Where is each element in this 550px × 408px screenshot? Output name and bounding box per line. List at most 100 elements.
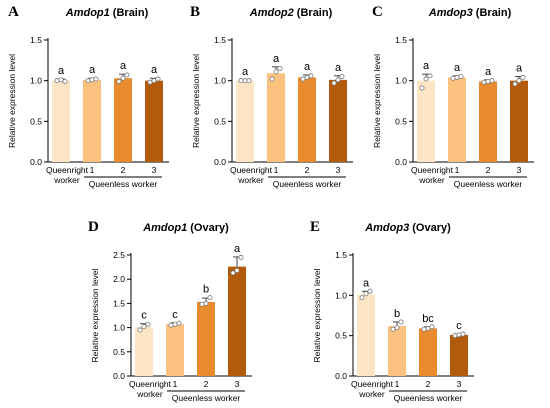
y-tick-label: 2.0 — [113, 274, 125, 284]
bar — [510, 80, 528, 162]
x-tick-label: 1 — [274, 165, 279, 175]
data-point — [238, 78, 244, 84]
x-tick-label: Queenright — [351, 379, 394, 389]
bar — [236, 80, 254, 162]
data-point — [308, 73, 314, 79]
panel-label: D — [88, 219, 99, 235]
x-tick-label: worker — [237, 175, 264, 185]
y-tick-label: 1.5 — [395, 35, 407, 45]
data-point — [450, 75, 456, 81]
bar — [267, 73, 285, 162]
y-tick-label: 1.0 — [113, 323, 125, 333]
bar — [417, 80, 435, 162]
significance-label: b — [394, 308, 400, 320]
bar — [166, 324, 184, 376]
significance-label: c — [141, 310, 147, 322]
significance-label: a — [423, 60, 430, 72]
y-tick-label: 0.0 — [113, 371, 125, 381]
bar — [298, 77, 316, 162]
x-tick-label: 1 — [395, 379, 400, 389]
bar — [135, 327, 153, 376]
panel-label: E — [310, 219, 320, 235]
bar — [83, 79, 101, 162]
data-point — [335, 77, 341, 83]
x-tick-label: 2 — [121, 165, 126, 175]
group-label: Queenless worker — [273, 179, 342, 189]
data-point — [238, 254, 244, 260]
x-tick-label: 2 — [305, 165, 310, 175]
data-point — [207, 295, 213, 301]
data-point — [460, 331, 466, 337]
title-gene: Amdop1 — [142, 222, 187, 234]
y-axis-label: Relative expression level — [312, 268, 322, 362]
x-tick-label: Queenright — [46, 165, 89, 175]
x-tick-label: 3 — [336, 165, 341, 175]
significance-label: a — [363, 277, 370, 289]
significance-label: a — [151, 64, 158, 76]
significance-label: a — [234, 243, 241, 255]
data-point — [85, 78, 91, 84]
data-point — [199, 301, 205, 307]
y-tick-label: 1.0 — [335, 290, 347, 300]
data-point — [54, 78, 60, 84]
x-tick-label: 3 — [517, 165, 522, 175]
chart-panel-a: A Amdop1 (Brain) Relative expression level… — [7, 4, 169, 189]
data-point — [454, 74, 460, 80]
data-point — [516, 78, 522, 84]
bar — [388, 325, 406, 376]
y-tick-label: 0.0 — [214, 157, 226, 167]
chart-title: Amdop2 (Brain) — [249, 7, 333, 19]
x-tick-label: 2 — [486, 165, 491, 175]
data-point — [147, 79, 153, 85]
significance-label: a — [58, 65, 65, 77]
y-tick-label: 0.5 — [335, 331, 347, 341]
x-tick-label: 1 — [90, 165, 95, 175]
data-point — [520, 74, 526, 80]
x-tick-label: worker — [136, 389, 163, 399]
significance-label: a — [89, 64, 96, 76]
bar — [479, 81, 497, 162]
bar — [197, 301, 215, 376]
data-point — [151, 78, 157, 84]
data-point — [89, 77, 95, 83]
bar — [52, 80, 70, 162]
data-point — [363, 291, 369, 297]
data-point — [155, 76, 161, 82]
x-tick-label: Queenright — [129, 379, 172, 389]
y-axis-label: Relative expression level — [7, 54, 17, 148]
bar — [357, 294, 375, 376]
y-axis-label: Relative expression level — [90, 268, 100, 362]
data-point — [172, 321, 178, 327]
y-tick-label: 1.5 — [30, 35, 42, 45]
significance-label: a — [335, 62, 342, 74]
data-point — [230, 270, 236, 276]
data-point — [485, 78, 491, 84]
significance-label: b — [203, 284, 209, 296]
data-point — [168, 322, 174, 328]
data-point — [359, 295, 365, 301]
data-point — [339, 74, 345, 80]
chart-panel-e: E Amdop3 (Ovary) Relative expression level… — [310, 219, 474, 403]
x-tick-label: worker — [418, 175, 445, 185]
x-tick-label: 3 — [457, 379, 462, 389]
title-tissue: (Ovary) — [187, 222, 229, 234]
data-point — [512, 81, 518, 87]
y-tick-label: 0.5 — [113, 347, 125, 357]
y-tick-label: 0.5 — [214, 116, 226, 126]
group-label: Queenless worker — [454, 179, 523, 189]
data-point — [456, 332, 462, 338]
chart-panel-b: B Amdop2 (Brain) Relative expression level… — [190, 4, 353, 189]
y-tick-label: 1.5 — [214, 35, 226, 45]
chart-title: Amdop3 (Brain) — [428, 7, 512, 19]
x-tick-label: 3 — [235, 379, 240, 389]
data-point — [269, 76, 275, 82]
data-point — [425, 325, 431, 331]
chart-title: Amdop3 (Ovary) — [364, 222, 451, 234]
data-point — [141, 324, 147, 330]
chart-title: Amdop1 (Brain) — [65, 7, 149, 19]
title-gene: Amdop3 — [364, 222, 409, 234]
significance-label: a — [242, 66, 249, 78]
data-point — [427, 73, 433, 79]
significance-label: a — [304, 61, 311, 73]
x-tick-label: 3 — [152, 165, 157, 175]
